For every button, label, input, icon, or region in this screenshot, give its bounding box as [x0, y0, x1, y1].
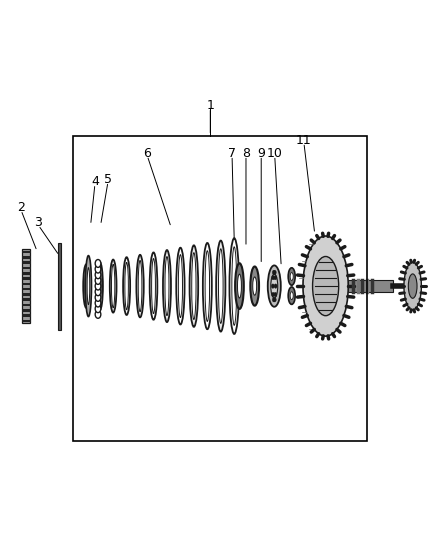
Ellipse shape: [219, 249, 223, 324]
Bar: [73, 136, 367, 441]
Ellipse shape: [205, 251, 209, 321]
Ellipse shape: [176, 248, 184, 325]
Text: 4: 4: [91, 175, 99, 188]
Ellipse shape: [274, 293, 277, 297]
Text: 7: 7: [228, 147, 236, 160]
Ellipse shape: [95, 294, 101, 301]
Ellipse shape: [230, 238, 239, 334]
Text: 10: 10: [267, 147, 283, 160]
Bar: [22, 261, 31, 264]
Ellipse shape: [271, 274, 278, 298]
Ellipse shape: [408, 274, 417, 298]
Ellipse shape: [136, 255, 144, 317]
Ellipse shape: [95, 310, 101, 318]
Ellipse shape: [163, 250, 171, 322]
Ellipse shape: [237, 274, 241, 298]
Bar: [22, 249, 30, 323]
Ellipse shape: [303, 236, 348, 336]
Ellipse shape: [112, 264, 115, 308]
Bar: [22, 277, 31, 280]
Ellipse shape: [178, 255, 183, 318]
Text: 3: 3: [35, 216, 42, 230]
Ellipse shape: [272, 297, 276, 302]
Ellipse shape: [216, 240, 226, 332]
Ellipse shape: [272, 284, 274, 288]
Text: 11: 11: [296, 134, 312, 147]
Ellipse shape: [150, 253, 157, 320]
Text: 2: 2: [17, 201, 25, 214]
Ellipse shape: [290, 292, 293, 300]
Bar: [348, 280, 393, 292]
Ellipse shape: [313, 256, 339, 316]
Bar: [22, 266, 31, 269]
Ellipse shape: [273, 270, 276, 274]
Ellipse shape: [85, 256, 92, 317]
Ellipse shape: [95, 288, 101, 296]
Bar: [22, 272, 31, 274]
Ellipse shape: [190, 245, 198, 327]
Ellipse shape: [95, 305, 101, 313]
Ellipse shape: [274, 284, 277, 288]
Ellipse shape: [272, 293, 275, 297]
Ellipse shape: [125, 262, 128, 310]
Bar: [58, 243, 61, 329]
Ellipse shape: [95, 260, 101, 268]
Ellipse shape: [203, 243, 212, 329]
Ellipse shape: [85, 268, 88, 304]
Ellipse shape: [123, 257, 130, 315]
Bar: [22, 282, 31, 285]
Ellipse shape: [95, 277, 101, 284]
Ellipse shape: [98, 266, 101, 306]
Ellipse shape: [95, 282, 101, 290]
Ellipse shape: [232, 247, 237, 325]
Ellipse shape: [95, 271, 101, 279]
Ellipse shape: [95, 265, 101, 273]
Bar: [22, 304, 31, 306]
Bar: [22, 288, 31, 290]
Ellipse shape: [110, 260, 117, 312]
Ellipse shape: [152, 259, 155, 313]
Ellipse shape: [253, 277, 257, 295]
Ellipse shape: [95, 299, 101, 307]
Text: 5: 5: [104, 173, 112, 186]
Ellipse shape: [87, 268, 90, 304]
Ellipse shape: [272, 270, 276, 274]
Text: 6: 6: [143, 147, 151, 160]
Ellipse shape: [83, 264, 89, 308]
Bar: [22, 298, 31, 301]
Text: 9: 9: [257, 147, 265, 160]
Text: 8: 8: [242, 147, 250, 160]
Text: 1: 1: [206, 99, 214, 112]
Ellipse shape: [274, 276, 277, 280]
Ellipse shape: [273, 297, 276, 302]
Ellipse shape: [165, 256, 169, 316]
Bar: [22, 293, 31, 296]
Bar: [22, 314, 31, 317]
Ellipse shape: [235, 263, 244, 309]
Ellipse shape: [288, 268, 295, 285]
Ellipse shape: [251, 266, 259, 305]
Bar: [22, 251, 31, 254]
Ellipse shape: [404, 262, 421, 310]
Ellipse shape: [138, 261, 142, 312]
Bar: [22, 256, 31, 259]
Ellipse shape: [268, 265, 281, 307]
Ellipse shape: [290, 272, 293, 280]
Ellipse shape: [96, 262, 103, 310]
Bar: [22, 320, 31, 322]
Ellipse shape: [272, 276, 275, 280]
Bar: [22, 309, 31, 312]
Ellipse shape: [192, 253, 196, 319]
Ellipse shape: [288, 287, 295, 304]
